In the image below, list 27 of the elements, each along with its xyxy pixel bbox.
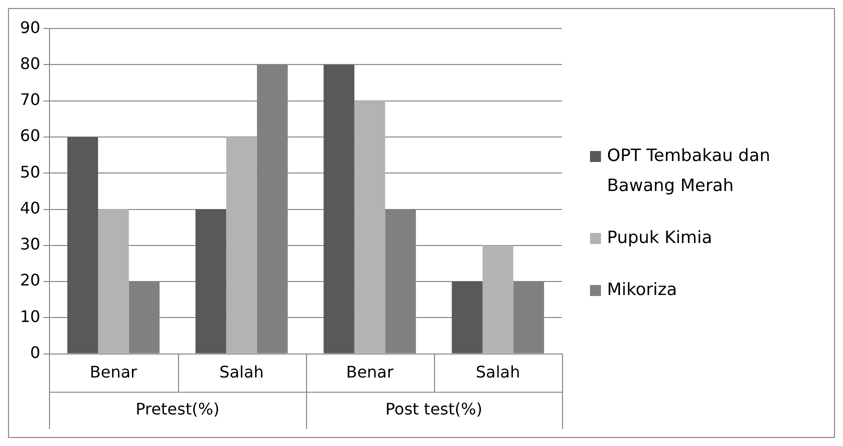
y-tick-label: 90 bbox=[20, 17, 40, 36]
x-tick-label: Benar bbox=[346, 362, 394, 382]
bar bbox=[98, 208, 129, 353]
x-tick-label: Benar bbox=[90, 362, 138, 382]
bar bbox=[354, 100, 386, 353]
bar bbox=[226, 136, 257, 353]
y-tick-label: 20 bbox=[20, 270, 40, 290]
bar bbox=[482, 244, 514, 353]
bar bbox=[324, 64, 354, 353]
bar bbox=[195, 208, 226, 353]
bar bbox=[452, 281, 483, 353]
y-tick-label: 0 bbox=[30, 342, 40, 362]
y-tick-label: 10 bbox=[20, 306, 40, 326]
y-tick-label: 70 bbox=[20, 90, 40, 109]
y-tick-label: 60 bbox=[20, 126, 40, 145]
y-tick-label: 40 bbox=[20, 198, 40, 217]
x-tick-label: Salah bbox=[219, 362, 264, 382]
bar bbox=[67, 136, 98, 353]
text: Post test(%) bbox=[385, 399, 482, 418]
legend-label: Pupuk Kimia bbox=[607, 227, 712, 250]
y-tick-label: 80 bbox=[20, 53, 40, 72]
text: Pretest(%) bbox=[136, 399, 220, 418]
y-tick-label: 50 bbox=[20, 162, 40, 181]
y-tick-label: 30 bbox=[20, 234, 40, 254]
legend-label: OPT Tembakau dan Bawang Merah bbox=[607, 145, 772, 198]
legend-label: Mikoriza bbox=[607, 279, 678, 302]
x-tick-label: Salah bbox=[476, 362, 520, 382]
